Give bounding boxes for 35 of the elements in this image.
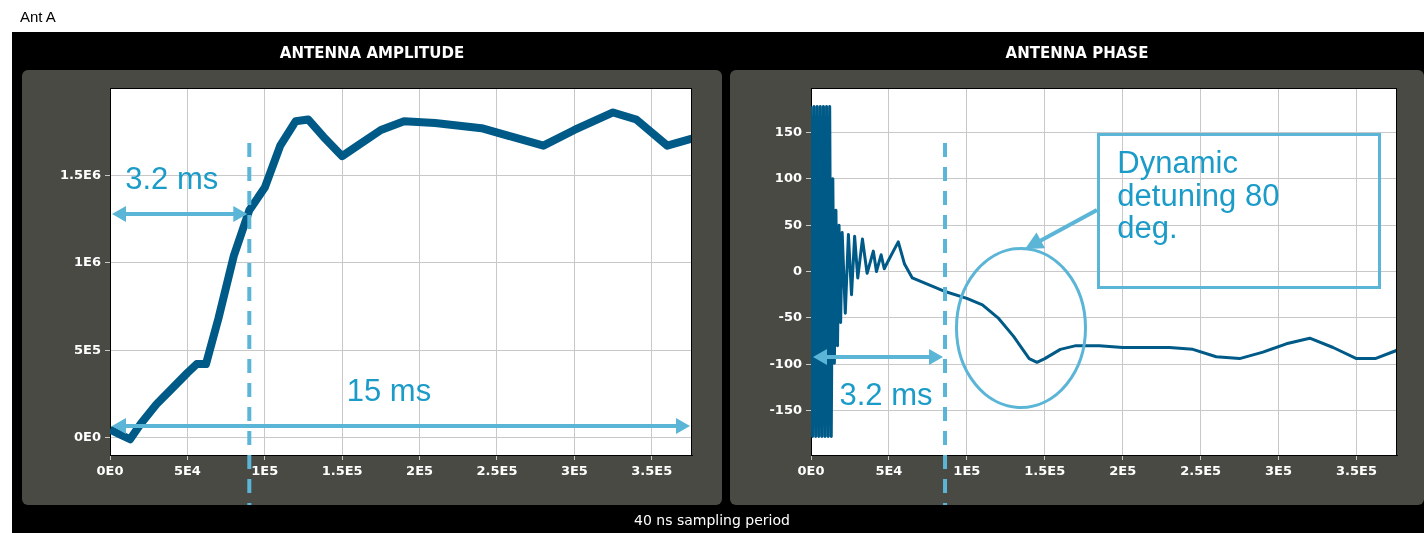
y-tick-label: 1E6 xyxy=(74,254,101,270)
y-tick-label: 1.5E6 xyxy=(60,166,101,182)
y-tick-label: 0 xyxy=(792,262,802,278)
chart-title: ANTENNA PHASE xyxy=(1004,44,1150,62)
chart-title: ANTENNA AMPLITUDE xyxy=(278,44,466,62)
text: Ant A xyxy=(20,8,56,25)
y-tick-label: 5E5 xyxy=(74,341,101,357)
y-tick-label: -150 xyxy=(769,401,802,417)
y-tick-label: 0E0 xyxy=(74,428,101,444)
x-tick-label: 5E4 xyxy=(173,463,201,479)
x-tick-label: 0E0 xyxy=(797,463,825,479)
x-tick-label: 2.5E5 xyxy=(476,463,518,479)
y-tick-label: 50 xyxy=(783,216,802,232)
y-tick-label: -50 xyxy=(778,309,802,325)
y-tick-label: 100 xyxy=(774,170,802,186)
annotation: Dynamic detuning 80 deg. xyxy=(1117,145,1281,246)
x-tick-label: 3.5E5 xyxy=(1335,463,1377,479)
x-tick-label: 1E5 xyxy=(953,463,981,479)
x-tick-label: 1.5E5 xyxy=(1024,463,1066,479)
annotation: 15 ms xyxy=(346,373,432,409)
text: 40 ns sampling period xyxy=(633,512,791,528)
annotation: 3.2 ms xyxy=(125,161,219,197)
x-tick-label: 2E5 xyxy=(1109,463,1137,479)
x-tick-label: 3E5 xyxy=(1265,463,1293,479)
x-tick-label: 2E5 xyxy=(406,463,434,479)
y-tick-label: -100 xyxy=(769,355,802,371)
x-tick-label: 5E4 xyxy=(875,463,903,479)
x-tick-label: 0E0 xyxy=(96,463,124,479)
x-tick-label: 2.5E5 xyxy=(1180,463,1222,479)
x-tick-label: 1E5 xyxy=(251,463,279,479)
x-tick-label: 3E5 xyxy=(560,463,588,479)
y-tick-label: 150 xyxy=(774,123,802,139)
x-tick-label: 3.5E5 xyxy=(631,463,673,479)
annotation: 3.2 ms xyxy=(839,377,933,413)
x-tick-label: 1.5E5 xyxy=(321,463,363,479)
